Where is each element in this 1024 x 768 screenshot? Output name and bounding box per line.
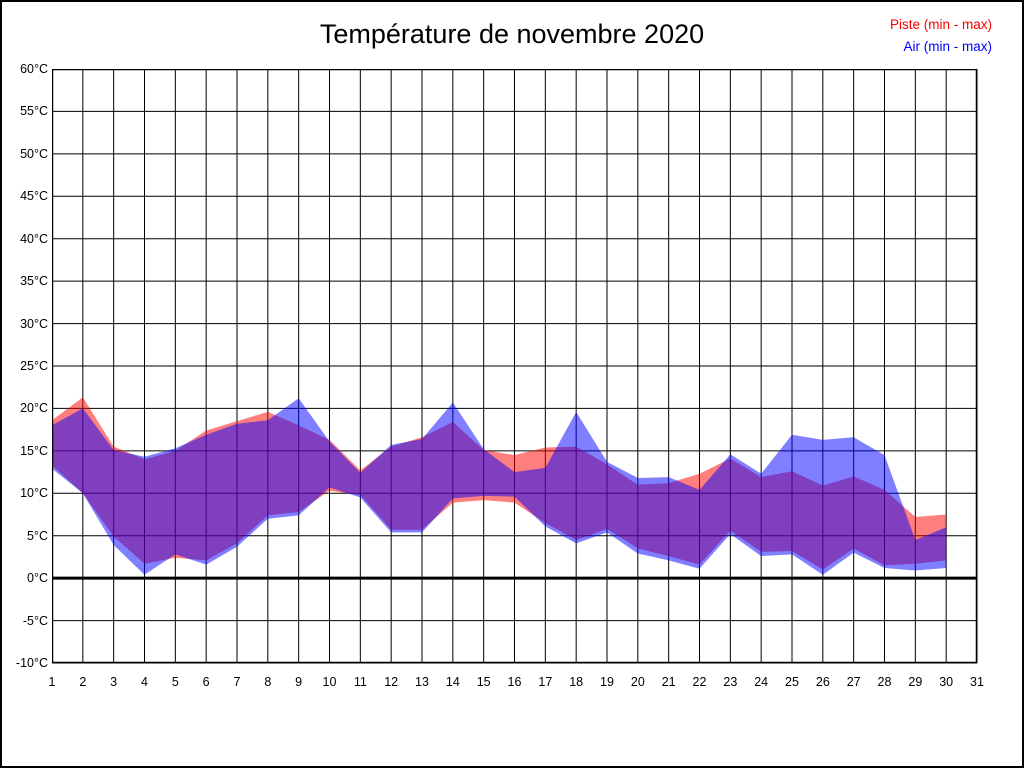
y-tick-label: -10°C [15,655,48,670]
x-tick-label: 7 [233,675,241,689]
legend-item-air: Air (min - max) [903,39,993,54]
y-tick-label: 10°C [20,486,48,501]
x-tick-label: 11 [353,675,367,689]
x-tick-label: 28 [877,675,892,689]
y-tick-label: 30°C [20,316,48,331]
y-tick-label: 35°C [20,274,48,289]
x-tick-label: 23 [723,675,738,689]
x-tick-label: 12 [384,675,399,689]
x-tick-label: 13 [415,675,429,689]
chart-title: Température de novembre 2020 [319,19,705,49]
y-tick-label: 60°C [20,62,48,76]
x-tick-label: 16 [507,675,522,689]
x-tick-label: 5 [171,675,179,689]
x-tick-label: 4 [141,675,148,689]
x-tick-label: 30 [939,675,954,689]
y-tick-label: 40°C [20,231,48,246]
legend: Piste (min - max) Air (min - max) [890,14,992,58]
x-tick-label: 19 [600,675,614,689]
legend-item-piste: Piste (min - max) [889,17,992,32]
x-tick-label: 1 [48,675,56,689]
y-tick-label: 5°C [27,528,48,543]
plot-area [52,69,978,664]
y-tick-label: 15°C [20,443,48,458]
x-tick-label: 15 [476,675,491,689]
x-tick-label: 8 [264,675,272,689]
x-tick-label: 20 [630,675,645,689]
plot-frame [52,69,978,664]
x-tick-label: 14 [445,675,460,689]
x-tick-label: 3 [110,675,118,689]
air-band [52,398,947,575]
y-tick-label: -5°C [22,613,48,628]
x-tick-label: 17 [538,675,553,689]
y-tick-label: 0°C [27,571,48,586]
x-tick-label: 21 [661,675,676,689]
y-tick-label: 50°C [20,146,48,161]
x-tick-label: 22 [692,675,707,689]
x-tick-label: 2 [79,675,87,689]
x-tick-label: 25 [785,675,799,689]
y-tick-label: 55°C [20,104,48,119]
x-tick-label: 29 [908,675,923,689]
x-tick-label: 31 [970,675,984,689]
x-tick-label: 24 [754,675,769,689]
x-tick-label: 6 [202,675,210,689]
x-tick-label: 18 [569,675,584,689]
y-tick-label: 25°C [20,358,48,373]
x-tick-label: 26 [815,675,830,689]
x-tick-label: 9 [295,675,303,689]
x-tick-label: 10 [322,675,337,689]
x-tick-label: 27 [846,675,861,689]
y-tick-label: 45°C [20,189,48,204]
y-tick-label: 20°C [20,401,48,416]
